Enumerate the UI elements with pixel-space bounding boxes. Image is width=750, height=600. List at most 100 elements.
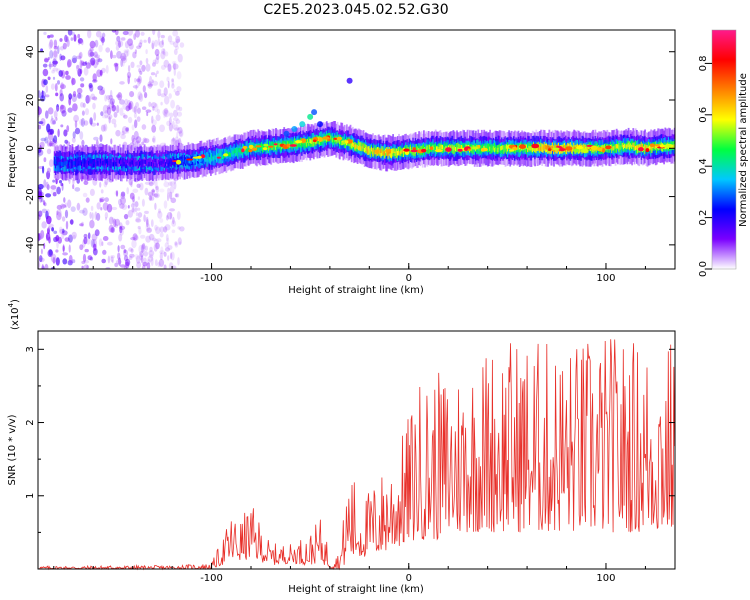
spectrogram-ridge-cell [630,143,632,148]
spectrogram-axes: -100 0 100 -40 -20 0 20 40 [25,45,675,284]
spectrogram-ridge-cell [624,143,626,148]
spectrogram-noise-cell [142,106,147,110]
spectrogram-noise-cell [123,255,129,262]
spectrogram-ridge-cell [392,149,394,154]
spectrogram-ridge-cell [499,146,502,151]
spectrogram-noise-cell [152,30,156,36]
spectrogram-ridge-cell [350,143,353,148]
spectrogram-ridge-cell [363,148,366,153]
spectrogram-ridge-cell [223,154,225,159]
spectrogram-ridge-cell [620,144,623,150]
spectrogram-noise-cell [77,38,83,44]
spectrogram-ridge-cell [234,148,237,153]
spectrogram-ridge-cell [488,144,490,149]
spectrogram-noise-cell [93,243,97,251]
spectrogram-noise-cell [85,95,90,104]
spectrogram-noise-cell [93,112,97,121]
spectrogram-noise-cell [125,127,129,132]
spectrogram-ridge-cell [573,146,575,151]
spectrogram-ridge-cell [544,145,547,150]
spectrogram-ridge-cell [541,146,544,151]
spectrogram-noise-cell [130,61,135,68]
spectrogram-ridge-cell [527,142,529,151]
spectrogram-ridge-cell [368,147,371,152]
spectrogram-ridge-cell [386,151,389,156]
spectrogram-ridge-cell [420,145,423,151]
spectrogram-noise-cell [147,81,153,89]
spectrogram-peak-cell [318,137,323,142]
spectrogram-ridge-cell [108,160,110,165]
spectrogram-ridge-cell [611,145,613,150]
spectrogram-noise-cell [157,37,160,46]
spectrogram-ridge-cell [627,142,630,148]
spectrogram-peak-cell [242,146,248,149]
spectrogram-noise-cell [175,119,181,124]
spectrogram-ridge-cell [498,144,501,149]
spectrogram-noise-cell [39,191,44,198]
spectrogram-ridge-cell [538,146,541,152]
spectrogram-ridge-cell [103,161,106,166]
spectrogram-noise-cell [163,226,168,233]
spectrogram-ridge-cell [457,142,460,152]
spectrogram-noise-cell [138,42,143,48]
spectrogram-plot-area [38,30,675,269]
spectrogram-noise-cell [136,45,142,50]
spectrogram-ridge-cell [183,155,186,164]
spectrogram-ridge-cell [165,156,167,166]
spectrogram-noise-cell [115,190,119,197]
spectrogram-noise-cell [92,73,97,82]
spectrogram-noise-cell [158,40,165,48]
spectrogram-noise-cell [61,230,65,240]
spectrogram-ridge-cell [182,157,185,162]
spectrogram-ridge-cell [425,147,428,152]
spectrogram-noise-cell [42,165,45,174]
spectrogram-noise-cell [94,54,100,58]
spectrogram-ridge-cell [548,145,551,151]
spectrogram-noise-cell [174,193,178,198]
spectrogram-ridge-cell [619,145,622,150]
spectrogram-noise-cell [175,120,178,130]
spectrogram-noise-cell [60,104,64,110]
spectrogram-noise-cell [38,147,41,154]
spectrogram-noise-cell [143,39,147,43]
spectrogram-ridge-cell [153,158,155,164]
spectrogram-noise-cell [61,216,66,222]
spectrogram-noise-cell [77,92,82,99]
spectrogram-ridge-cell [621,143,624,148]
spectrogram-ridge-cell [187,159,190,164]
spectrogram-noise-cell [66,125,70,133]
spectrogram-noise-cell [142,261,148,267]
spectrogram-noise-cell [167,63,172,73]
spectrogram-peak-cell [531,143,540,149]
spectrogram-noise-cell [47,76,51,81]
spectrogram-noise-cell [79,209,85,214]
spectrogram-ridge-cell [269,140,271,150]
spectrogram-ridge-cell [634,145,637,151]
spectrogram-noise-cell [71,32,75,36]
spectrogram-noise-cell [56,211,62,221]
spectrogram-noise-cell [134,119,138,129]
spectrogram-noise-cell [50,253,57,263]
spectrogram-noise-cell [45,193,52,198]
spectrogram-noise-cell [52,67,59,72]
spectrogram-ridge-cell [60,161,63,167]
spectrogram-ridge-cell [374,145,377,154]
spectrogram-ridge-cell [260,143,263,148]
spectrogram-noise-cell [52,179,56,183]
spectrogram-ridge-cell [671,144,674,149]
spectrogram-ytick-label: 20 [25,94,36,107]
spectrogram-ridge-cell [427,144,430,149]
spectrogram-noise-cell [53,45,58,50]
spectrogram-noise-cell [129,253,135,258]
spectrogram-noise-cell [46,234,49,242]
spectrogram-ridge-cell [310,139,313,144]
spectrogram-ridge-cell [120,160,122,165]
spectrogram-ridge-cell [152,159,154,169]
spectrogram-noise-cell [166,237,170,245]
spectrogram-noise-cell [42,63,48,68]
spectrogram-noise-cell [44,136,49,144]
spectrogram-ridge-cell [353,142,355,148]
spectrogram-ridge-cell [208,152,211,162]
spectrogram-noise-cell [43,202,47,207]
spectrogram-ridge-cell [645,144,648,150]
